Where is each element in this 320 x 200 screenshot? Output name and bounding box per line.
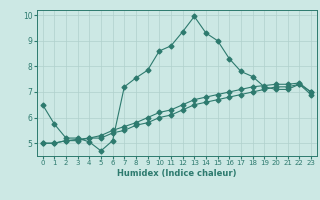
X-axis label: Humidex (Indice chaleur): Humidex (Indice chaleur) [117, 169, 236, 178]
